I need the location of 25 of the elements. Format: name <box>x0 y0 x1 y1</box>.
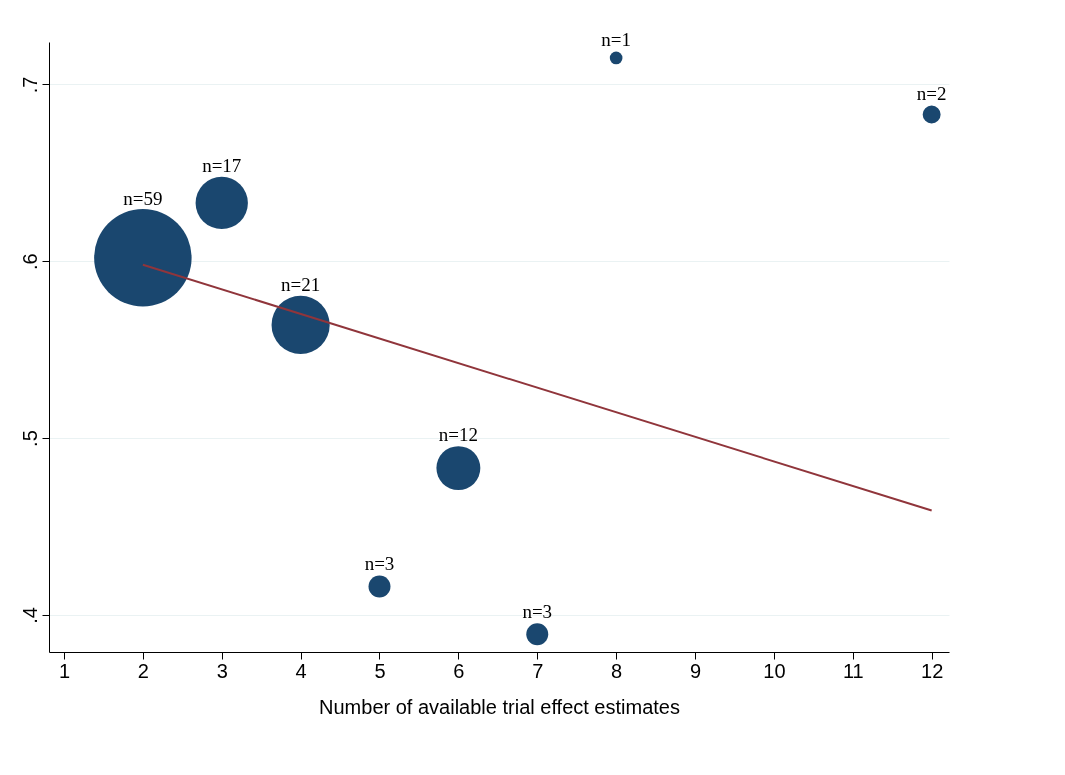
annotation: n=1 <box>601 28 631 50</box>
y-tick-label: .5 <box>18 430 41 447</box>
x-tick-label: 7 <box>532 659 544 682</box>
annotation: n=21 <box>281 274 321 296</box>
annotation: n=3 <box>522 600 553 622</box>
annotation: n=3 <box>364 553 395 575</box>
y-tick-label: .7 <box>18 76 41 94</box>
annotation: n=12 <box>438 424 478 446</box>
x-axis-title: Number of available trial effect estimates <box>319 695 680 718</box>
x-tick-label: 4 <box>295 659 307 682</box>
x-tick-label: 3 <box>216 659 228 682</box>
x-tick-label: 9 <box>689 659 702 682</box>
annotation: n=59 <box>123 187 163 209</box>
annotation: n=17 <box>202 154 242 176</box>
x-tick-label: 6 <box>453 659 465 682</box>
annotation: n=2 <box>916 82 947 104</box>
x-tick-label: 5 <box>374 659 386 682</box>
x-tick-label: 11 <box>842 659 864 682</box>
x-tick-label: 1 <box>58 659 71 682</box>
x-tick-label: 12 <box>921 659 944 682</box>
x-tick-label: 2 <box>137 659 149 682</box>
y-tick-label: .6 <box>18 253 41 271</box>
x-tick-label: 8 <box>611 659 623 682</box>
y-tick-label: .4 <box>18 607 41 624</box>
x-tick-label: 10 <box>763 659 786 682</box>
